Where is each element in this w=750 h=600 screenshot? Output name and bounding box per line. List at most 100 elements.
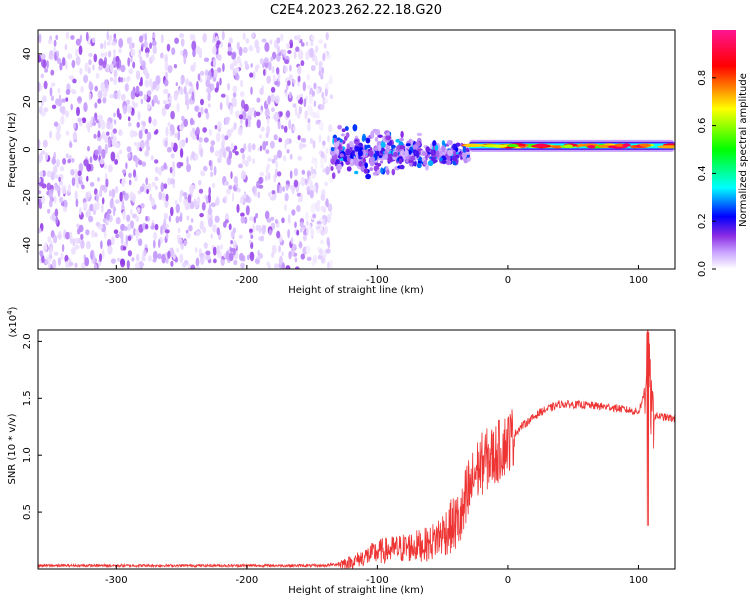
x-tick-label: -200 (236, 275, 259, 286)
noise-cell (192, 48, 196, 58)
noise-cell (65, 61, 68, 70)
noise-cell (76, 106, 80, 117)
noise-cell (295, 266, 300, 269)
noise-cell (59, 62, 63, 71)
noise-cell (257, 249, 260, 257)
band-core (657, 145, 675, 149)
noise-cell (149, 193, 153, 202)
noise-cell (116, 257, 121, 262)
noise-cell (54, 184, 57, 191)
noise-cell (171, 126, 175, 136)
noise-cell (65, 97, 69, 102)
noise-cell (163, 218, 167, 227)
noise-cell (214, 215, 220, 223)
signal-cell (374, 137, 379, 142)
noise-cell (118, 47, 122, 54)
noise-cell (89, 182, 95, 187)
noise-cell (100, 52, 105, 57)
noise-cell (77, 170, 82, 177)
noise-cell (312, 213, 317, 219)
noise-cell (153, 231, 158, 241)
signal-cell (335, 166, 340, 170)
noise-cell (152, 118, 158, 127)
noise-cell (205, 250, 211, 256)
signal-cell (404, 149, 409, 157)
noise-cell (142, 121, 147, 127)
noise-cell (110, 122, 113, 131)
noise-cell (130, 208, 133, 216)
noise-cell (148, 116, 152, 124)
noise-cell (106, 131, 110, 136)
noise-cell (135, 85, 140, 95)
noise-cell (210, 202, 216, 207)
noise-cell (104, 143, 108, 154)
noise-cell (272, 51, 277, 60)
signal-cell (425, 163, 429, 171)
noise-cell (288, 74, 294, 82)
noise-cell (104, 51, 108, 57)
noise-cell (161, 253, 166, 264)
noise-cell (329, 74, 333, 83)
noise-cell (278, 245, 281, 253)
noise-cell (249, 239, 252, 244)
noise-cell (305, 41, 309, 46)
noise-cell (179, 253, 184, 263)
noise-cell (195, 266, 201, 269)
signal-cell (439, 157, 443, 162)
noise-cell (145, 139, 150, 148)
noise-cell (292, 103, 297, 108)
noise-cell (166, 146, 172, 153)
snr-x-axis-label: Height of straight line (km) (288, 585, 424, 596)
noise-cell (179, 86, 184, 95)
noise-cell (94, 149, 100, 156)
noise-cell (78, 162, 84, 173)
noise-cell (170, 110, 175, 120)
signal-cell (330, 147, 335, 152)
noise-cell (293, 50, 297, 59)
noise-cell (189, 87, 192, 95)
noise-cell (169, 166, 173, 174)
noise-cell (183, 118, 188, 127)
noise-cell (259, 58, 264, 65)
noise-cell (269, 140, 275, 149)
y-tick-label: 20 (22, 95, 33, 108)
noise-cell (101, 148, 106, 159)
signal-cell (385, 135, 392, 141)
noise-cell (278, 255, 283, 266)
noise-cell (170, 260, 174, 267)
noise-cell (160, 225, 163, 235)
noise-cell (115, 233, 120, 239)
noise-cell (229, 105, 234, 115)
noise-cell (161, 107, 167, 117)
noise-cell (245, 38, 250, 44)
noise-cell (301, 42, 305, 47)
signal-cell (379, 160, 384, 164)
noise-cell (41, 255, 45, 263)
noise-cell (154, 223, 159, 231)
noise-cell (259, 145, 263, 152)
y-tick-label: 1.0 (22, 447, 33, 463)
signal-cell (399, 150, 405, 155)
noise-cell (251, 107, 255, 112)
noise-cell (151, 54, 155, 62)
signal-cell (358, 160, 363, 167)
noise-cell (327, 214, 331, 222)
noise-cell (179, 190, 184, 197)
noise-cell (228, 37, 233, 44)
noise-cell (238, 46, 243, 56)
noise-cell (310, 40, 314, 47)
noise-cell (126, 37, 131, 44)
noise-cell (232, 85, 238, 93)
noise-cell (150, 197, 156, 207)
noise-cell (199, 213, 204, 218)
noise-cell (300, 60, 305, 67)
signal-cell (345, 148, 352, 156)
noise-cell (69, 261, 74, 267)
noise-cell (46, 60, 49, 69)
noise-cell (243, 143, 247, 151)
noise-cell (214, 87, 219, 93)
noise-cell (150, 225, 155, 230)
noise-cell (65, 153, 69, 159)
noise-cell (225, 250, 230, 261)
noise-cell (165, 257, 169, 264)
